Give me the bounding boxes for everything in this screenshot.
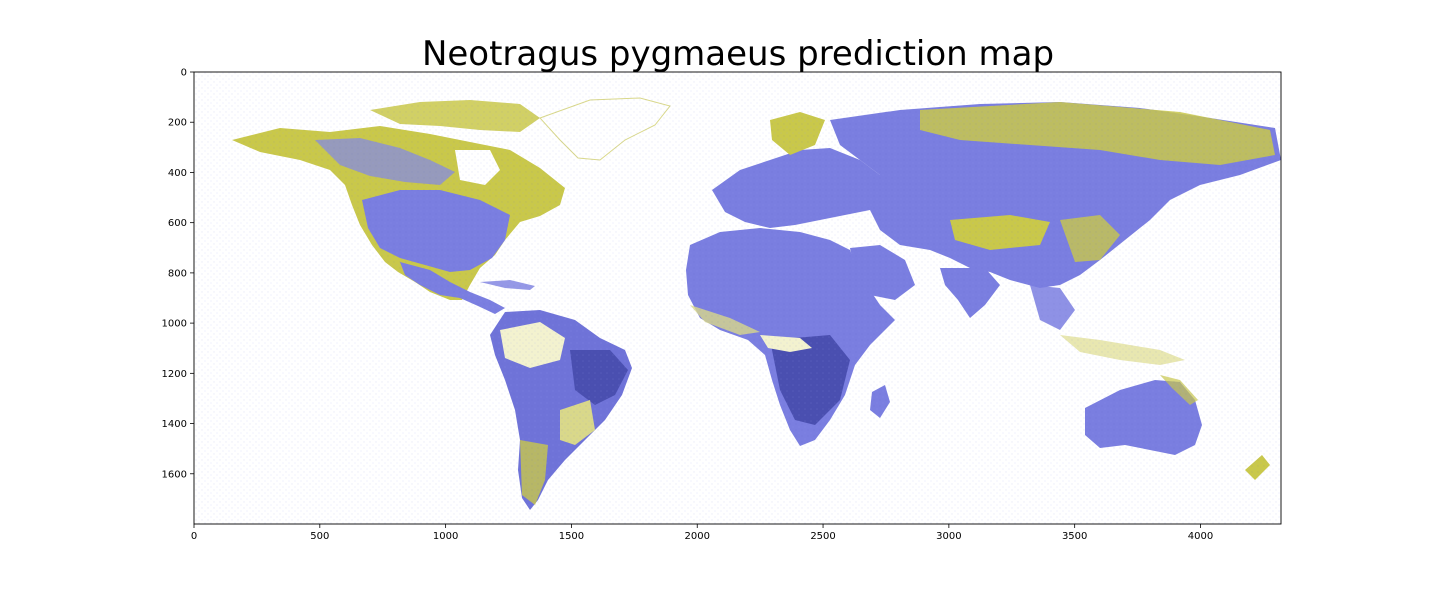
x-tick-label: 2500	[810, 531, 835, 542]
y-tick-label: 1000	[162, 319, 187, 330]
map-title: Neotragus pygmaeus prediction map	[421, 34, 1055, 74]
y-tick-label: 400	[168, 168, 187, 179]
y-tick-label: 200	[168, 118, 187, 129]
x-tick-label: 3500	[1062, 531, 1087, 542]
x-tick-label: 1000	[433, 531, 458, 542]
x-tick-label: 500	[310, 531, 329, 542]
x-axis: 0 500 1000 1500 2000 2500 3000 3500 4000	[191, 524, 1213, 542]
y-tick-label: 1600	[162, 469, 187, 480]
x-tick-label: 3000	[936, 531, 961, 542]
x-tick-label: 1500	[559, 531, 584, 542]
land-layer	[194, 72, 1281, 524]
y-tick-label: 800	[168, 268, 187, 279]
x-tick-label: 2000	[685, 531, 710, 542]
x-tick-label: 4000	[1188, 531, 1213, 542]
y-tick-label: 1200	[162, 369, 187, 380]
y-tick-label: 600	[168, 218, 187, 229]
y-tick-label: 0	[181, 68, 187, 79]
axes-frame	[193, 71, 1282, 525]
x-tick-label: 0	[191, 531, 197, 542]
y-axis: 0 200 400 600 800 1000 1200 1400 1600	[162, 68, 194, 480]
y-tick-label: 1400	[162, 419, 187, 430]
